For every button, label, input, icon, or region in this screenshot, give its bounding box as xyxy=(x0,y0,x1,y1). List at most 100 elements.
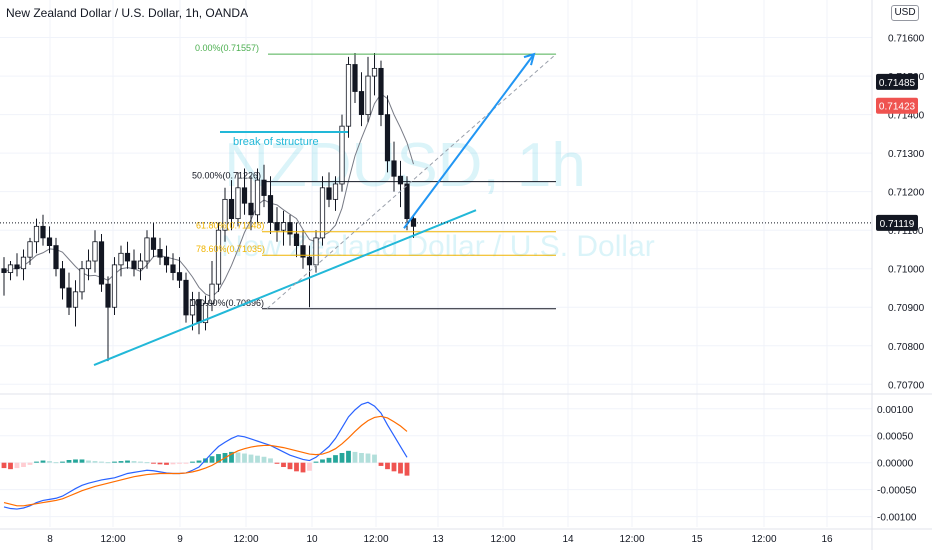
watermark-name: New Zealand Dollar / U.S. Dollar xyxy=(221,230,655,263)
histogram-bar xyxy=(255,455,260,463)
fib-level-label: 0.00%(0.71557) xyxy=(195,43,259,53)
indicator-tick-label: -0.00100 xyxy=(877,513,917,524)
histogram-bar xyxy=(40,460,46,463)
candle-body xyxy=(274,222,280,231)
price-axis-label: 0.71119 xyxy=(880,219,915,230)
candle-body xyxy=(222,198,228,231)
candle-body xyxy=(235,187,241,220)
candle-body xyxy=(365,75,371,116)
histogram-bar xyxy=(151,462,156,464)
fib-level-label: 61.80%(0.71148) xyxy=(196,221,264,231)
indicator-tick-label: 0.00000 xyxy=(877,459,914,470)
price-tick-label: 0.71600 xyxy=(888,34,925,45)
histogram-bar xyxy=(339,452,345,463)
time-tick-label: 8 xyxy=(47,534,53,545)
candle-body xyxy=(306,256,313,266)
bos-label: break of structure xyxy=(233,136,319,148)
candle-body xyxy=(20,256,27,270)
trendline xyxy=(93,209,477,366)
histogram-bar xyxy=(112,461,117,463)
time-tick-label: 12:00 xyxy=(363,534,388,545)
histogram-bar xyxy=(385,462,390,470)
price-tick-label: 0.71200 xyxy=(888,188,925,199)
histogram-bar xyxy=(378,462,384,466)
candle-body xyxy=(66,287,72,308)
fib-level-label: 78.60%(0.71035) xyxy=(196,244,265,254)
histogram-bar xyxy=(53,462,59,464)
fib-level-label: 100.00%(0.70896) xyxy=(190,298,264,308)
price-axis-label-bg xyxy=(876,73,918,90)
candle-body xyxy=(254,179,261,216)
candle-body xyxy=(105,283,111,308)
candle-body xyxy=(98,241,105,285)
candle-body xyxy=(384,114,391,162)
candle-body xyxy=(339,125,345,185)
histogram-bar xyxy=(352,451,358,463)
candle-body xyxy=(170,264,176,273)
histogram-bar xyxy=(248,454,254,463)
histogram-bar xyxy=(47,461,52,463)
candle-body xyxy=(209,283,215,304)
price-axis-label-bg xyxy=(876,214,918,231)
candle-body xyxy=(131,260,137,270)
histogram-bar xyxy=(138,461,143,463)
candle-body xyxy=(313,237,319,266)
histogram-bar xyxy=(157,462,163,465)
price-tick-label: 0.70800 xyxy=(888,342,925,353)
price-tick-label: 0.71300 xyxy=(888,149,925,160)
candle-body xyxy=(293,233,300,246)
histogram-bar xyxy=(404,462,410,476)
time-tick-label: 12:00 xyxy=(619,534,644,545)
histogram-bar xyxy=(287,462,293,470)
histogram-bar xyxy=(73,459,78,463)
histogram-bar xyxy=(86,460,91,463)
histogram-bar xyxy=(365,453,371,463)
histogram-bar xyxy=(294,462,299,472)
histogram-bar xyxy=(118,461,124,463)
histogram-bar xyxy=(177,462,182,464)
candle-body xyxy=(228,198,235,220)
price-axis-label: 0.71485 xyxy=(879,78,916,89)
candle-body xyxy=(1,268,7,273)
candle-body xyxy=(397,175,404,185)
histogram-bar xyxy=(14,462,20,469)
histogram-bar xyxy=(320,459,325,463)
price-tick-label: 0.71400 xyxy=(888,111,925,122)
candle-body xyxy=(332,183,339,200)
candle-body xyxy=(345,64,352,127)
histogram-bar xyxy=(391,462,397,472)
candle-body xyxy=(319,187,326,239)
time-tick-label: 9 xyxy=(177,534,183,545)
candle-body xyxy=(300,245,306,258)
histogram-bar xyxy=(326,457,332,463)
time-tick-label: 12:00 xyxy=(751,534,776,545)
candle-body xyxy=(150,237,157,250)
histogram-bar xyxy=(274,462,280,464)
candle-body xyxy=(33,225,40,243)
candle-body xyxy=(183,279,189,316)
price-tick-label: 0.71100 xyxy=(888,226,924,237)
histogram-bar xyxy=(183,462,189,464)
candle-body xyxy=(137,260,144,270)
candle-body xyxy=(72,291,79,308)
candle-body xyxy=(280,222,287,231)
histogram-bar xyxy=(170,462,176,465)
candle-body xyxy=(27,241,33,258)
histogram-bar xyxy=(261,456,267,463)
currency-button[interactable]: USD xyxy=(891,5,919,21)
histogram-bar xyxy=(92,461,98,463)
histogram-bar xyxy=(313,461,319,463)
candle-body xyxy=(7,264,14,273)
histogram-bar xyxy=(300,462,306,473)
price-tick-label: 0.70700 xyxy=(888,380,925,391)
histogram-bar xyxy=(209,456,215,463)
histogram-bar xyxy=(27,462,33,465)
indicator-tick-label: -0.00050 xyxy=(877,486,917,497)
candle-body xyxy=(352,64,358,92)
histogram-bar xyxy=(125,460,130,463)
symbol-title: New Zealand Dollar / U.S. Dollar, 1h, OA… xyxy=(6,6,249,20)
macd-line xyxy=(3,401,408,510)
histogram-bar xyxy=(21,462,26,468)
histogram-bar xyxy=(268,458,273,463)
